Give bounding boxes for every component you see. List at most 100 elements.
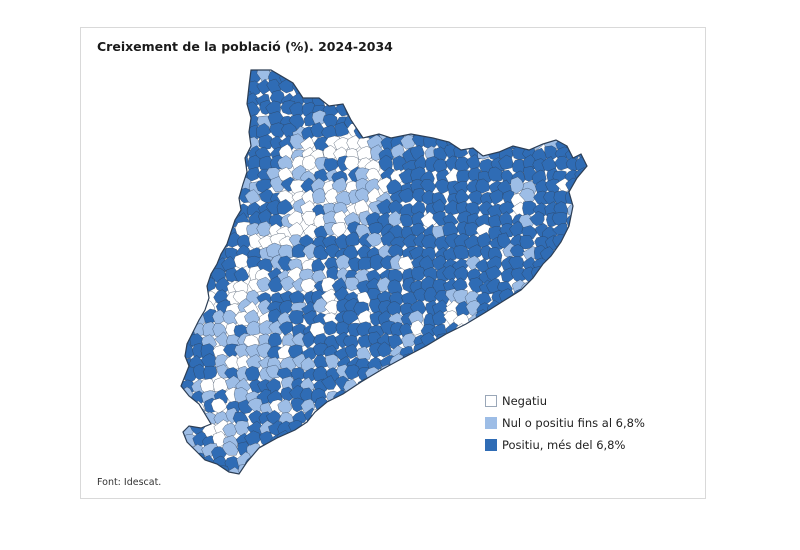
municipality-region [322,421,337,437]
municipality-region [453,265,469,282]
municipality-region [222,440,239,456]
municipality-region [213,99,231,117]
municipality-region [434,356,448,372]
municipality-region [423,412,441,428]
municipality-region [269,122,286,138]
municipality-region [510,267,527,283]
municipality-region [576,112,587,129]
municipality-region [181,202,183,220]
municipality-region [367,444,382,458]
municipality-region [401,400,418,417]
municipality-region [323,320,339,336]
municipality-region [489,91,504,109]
municipality-region [575,299,587,315]
municipality-region [181,156,196,173]
municipality-region [453,388,471,404]
municipality-region [256,221,272,237]
municipality-region [531,266,547,282]
municipality-region [277,399,293,415]
municipality-region [368,70,384,86]
municipality-region [181,287,185,303]
legend-swatch-low [485,417,497,429]
municipality-region [288,455,303,471]
municipality-region [181,365,183,382]
municipality-region [419,78,435,94]
municipality-region [181,266,184,283]
municipality-region [468,319,484,335]
municipality-region [564,321,580,337]
municipality-region [203,147,219,164]
municipality-region [189,268,206,285]
municipality-region [225,160,242,175]
municipality-region [518,90,536,107]
municipality-region [499,342,515,359]
municipality-region [212,377,229,393]
municipality-region [181,82,186,98]
municipality-region [335,397,352,415]
municipality-region [234,122,250,140]
municipality-region [181,321,185,336]
municipality-region [441,440,458,456]
municipality-region [379,453,395,470]
municipality-region [191,199,207,214]
municipality-region [487,78,502,93]
municipality-region [379,102,395,120]
municipality-region [522,70,537,84]
municipality-region [488,136,505,152]
municipality-region [265,364,281,379]
municipality-region [577,453,587,469]
municipality-region [545,342,562,359]
municipality-region [213,81,230,98]
municipality-region [289,435,304,450]
municipality-region [181,245,183,263]
municipality-region [181,463,187,474]
municipality-region [485,265,503,282]
municipality-region [289,101,306,119]
municipality-region [563,70,578,84]
municipality-region [266,452,284,470]
municipality-region [200,255,215,271]
municipality-region [190,211,205,227]
municipality-region [381,112,396,129]
municipality-region [181,123,186,139]
municipality-region [555,335,571,351]
municipality-region [366,420,384,436]
municipality-region [386,103,405,120]
municipality-region [475,79,491,94]
municipality-region [442,93,459,110]
municipality-region [433,146,448,162]
municipality-region [577,133,587,150]
municipality-region [246,167,261,182]
municipality-region [244,466,259,474]
municipality-region [390,81,406,97]
municipality-region [445,353,461,369]
municipality-region [533,190,549,205]
municipality-region [387,390,403,406]
municipality-region [216,145,232,160]
municipality-region [335,70,352,77]
municipality-region [324,444,339,462]
municipality-region [376,198,393,216]
municipality-region [434,444,451,459]
municipality-region [189,124,205,141]
municipality-region [510,92,526,108]
municipality-region [388,210,404,228]
municipality-region [433,411,449,427]
municipality-region [436,397,451,413]
municipality-region [181,407,187,424]
legend-label-high: Positiu, més del 6,8% [502,438,626,452]
municipality-region [555,70,573,84]
municipality-region [478,456,494,472]
municipality-region [202,134,218,150]
municipality-region [332,411,348,426]
municipality-region [562,115,579,131]
municipality-region [488,114,505,131]
municipality-region [277,155,294,171]
municipality-region [396,365,414,381]
municipality-region [181,115,185,131]
municipality-region [408,421,424,436]
municipality-region [211,70,227,83]
municipality-region [425,122,439,139]
municipality-region [543,335,560,351]
municipality-region [234,115,250,131]
